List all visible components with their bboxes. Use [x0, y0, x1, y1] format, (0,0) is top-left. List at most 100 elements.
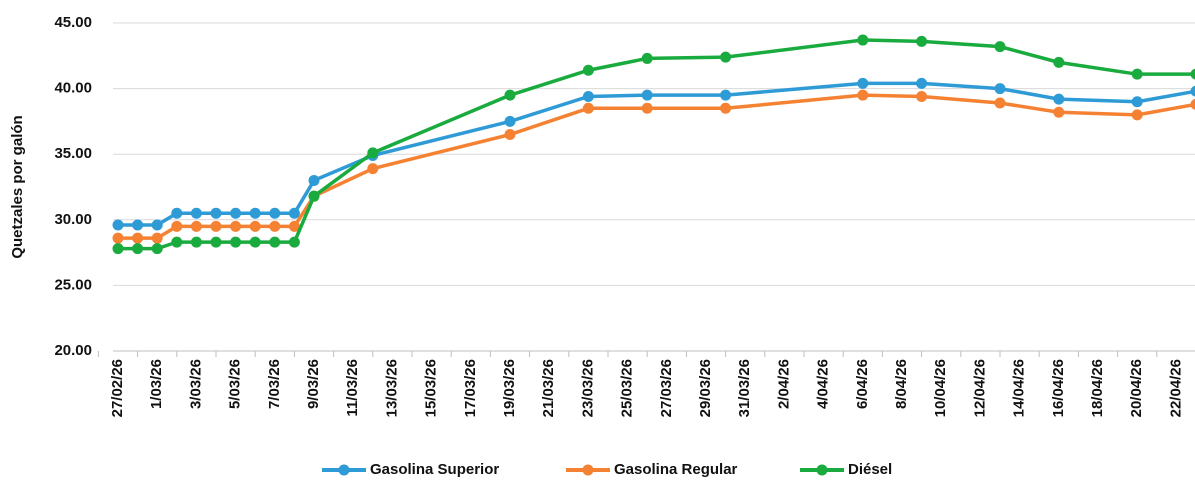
- x-tick-label: 20/04/26: [1128, 359, 1145, 417]
- marker: [210, 207, 222, 219]
- marker: [112, 232, 124, 244]
- marker: [230, 207, 242, 219]
- plot-area: [112, 34, 1195, 255]
- marker: [190, 220, 202, 232]
- x-tick-label: 14/04/26: [1011, 359, 1028, 417]
- x-tick-label: 22/04/26: [1167, 359, 1184, 417]
- x-tick-label: 6/04/26: [854, 359, 871, 409]
- marker: [151, 232, 163, 244]
- marker: [367, 147, 379, 159]
- y-tick-label: 20.00: [54, 342, 92, 359]
- marker: [210, 236, 222, 248]
- marker: [1131, 96, 1143, 108]
- x-tick-label: 11/03/26: [344, 359, 361, 417]
- x-tick-label: 16/04/26: [1050, 359, 1067, 417]
- marker: [249, 236, 261, 248]
- marker: [720, 51, 732, 63]
- marker: [269, 207, 281, 219]
- marker: [994, 97, 1006, 109]
- x-tick-label: 10/04/26: [932, 359, 949, 417]
- x-tick-label: 23/03/26: [579, 359, 596, 417]
- y-axis-title: Quetzales por galón: [9, 115, 26, 258]
- marker: [132, 232, 144, 244]
- marker: [916, 35, 928, 47]
- y-tick-label: 40.00: [54, 80, 92, 97]
- marker: [1053, 93, 1065, 105]
- x-tick-label: 5/03/26: [227, 359, 244, 409]
- marker: [857, 77, 869, 89]
- marker: [288, 236, 300, 248]
- x-tick-label: 25/03/26: [619, 359, 636, 417]
- y-tick-label: 45.00: [54, 14, 92, 31]
- marker: [916, 77, 928, 89]
- marker: [151, 219, 163, 231]
- x-tick-label: 17/03/26: [462, 359, 479, 417]
- x-tick-label: 2/04/26: [775, 359, 792, 409]
- marker: [1190, 98, 1195, 110]
- marker: [1190, 85, 1195, 97]
- x-tick-label: 7/03/26: [266, 359, 283, 409]
- legend-label: Gasolina Superior: [370, 461, 499, 478]
- x-tick-label: 3/03/26: [187, 359, 204, 409]
- x-tick-label: 12/04/26: [971, 359, 988, 417]
- x-tick-label: 27/02/26: [109, 359, 126, 417]
- marker: [1131, 68, 1143, 80]
- marker: [504, 115, 516, 127]
- y-tick-label: 25.00: [54, 276, 92, 293]
- legend-marker: [338, 464, 350, 476]
- line: [118, 81, 1195, 227]
- marker: [504, 89, 516, 101]
- x-tick-label: 18/04/26: [1089, 359, 1106, 417]
- marker: [190, 207, 202, 219]
- x-tick-label: 8/04/26: [893, 359, 910, 409]
- x-tick-label: 31/03/26: [736, 359, 753, 417]
- x-tick-label: 19/03/26: [501, 359, 518, 417]
- marker: [641, 52, 653, 64]
- marker: [269, 220, 281, 232]
- marker: [994, 41, 1006, 53]
- marker: [1053, 56, 1065, 68]
- marker: [112, 243, 124, 255]
- marker: [308, 174, 320, 186]
- x-tick-label: 15/03/26: [423, 359, 440, 417]
- marker: [171, 236, 183, 248]
- x-tick-label: 4/04/26: [815, 359, 832, 409]
- x-tick-label: 21/03/26: [540, 359, 557, 417]
- marker: [857, 34, 869, 46]
- marker: [857, 89, 869, 101]
- marker: [171, 220, 183, 232]
- marker: [1190, 68, 1195, 80]
- marker: [582, 90, 594, 102]
- marker: [1053, 106, 1065, 118]
- y-tick-label: 30.00: [54, 211, 92, 228]
- marker: [641, 102, 653, 114]
- marker: [230, 236, 242, 248]
- marker: [171, 207, 183, 219]
- marker: [504, 129, 516, 141]
- marker: [249, 220, 261, 232]
- marker: [288, 207, 300, 219]
- marker: [132, 243, 144, 255]
- y-tick-label: 35.00: [54, 145, 92, 162]
- marker: [720, 89, 732, 101]
- marker: [269, 236, 281, 248]
- x-tick-label: 27/03/26: [658, 359, 675, 417]
- x-tick-label: 1/03/26: [148, 359, 165, 409]
- line: [118, 93, 1195, 240]
- marker: [308, 190, 320, 202]
- legend-marker: [816, 464, 828, 476]
- x-tick-label: 9/03/26: [305, 359, 322, 409]
- x-tick-label: 29/03/26: [697, 359, 714, 417]
- legend-label: Diésel: [848, 461, 892, 478]
- marker: [112, 219, 124, 231]
- marker: [994, 83, 1006, 95]
- marker: [641, 89, 653, 101]
- marker: [230, 220, 242, 232]
- marker: [582, 64, 594, 76]
- x-tick-label: 13/03/26: [383, 359, 400, 417]
- marker: [210, 220, 222, 232]
- marker: [916, 90, 928, 102]
- legend-marker: [582, 464, 594, 476]
- line: [118, 38, 1195, 251]
